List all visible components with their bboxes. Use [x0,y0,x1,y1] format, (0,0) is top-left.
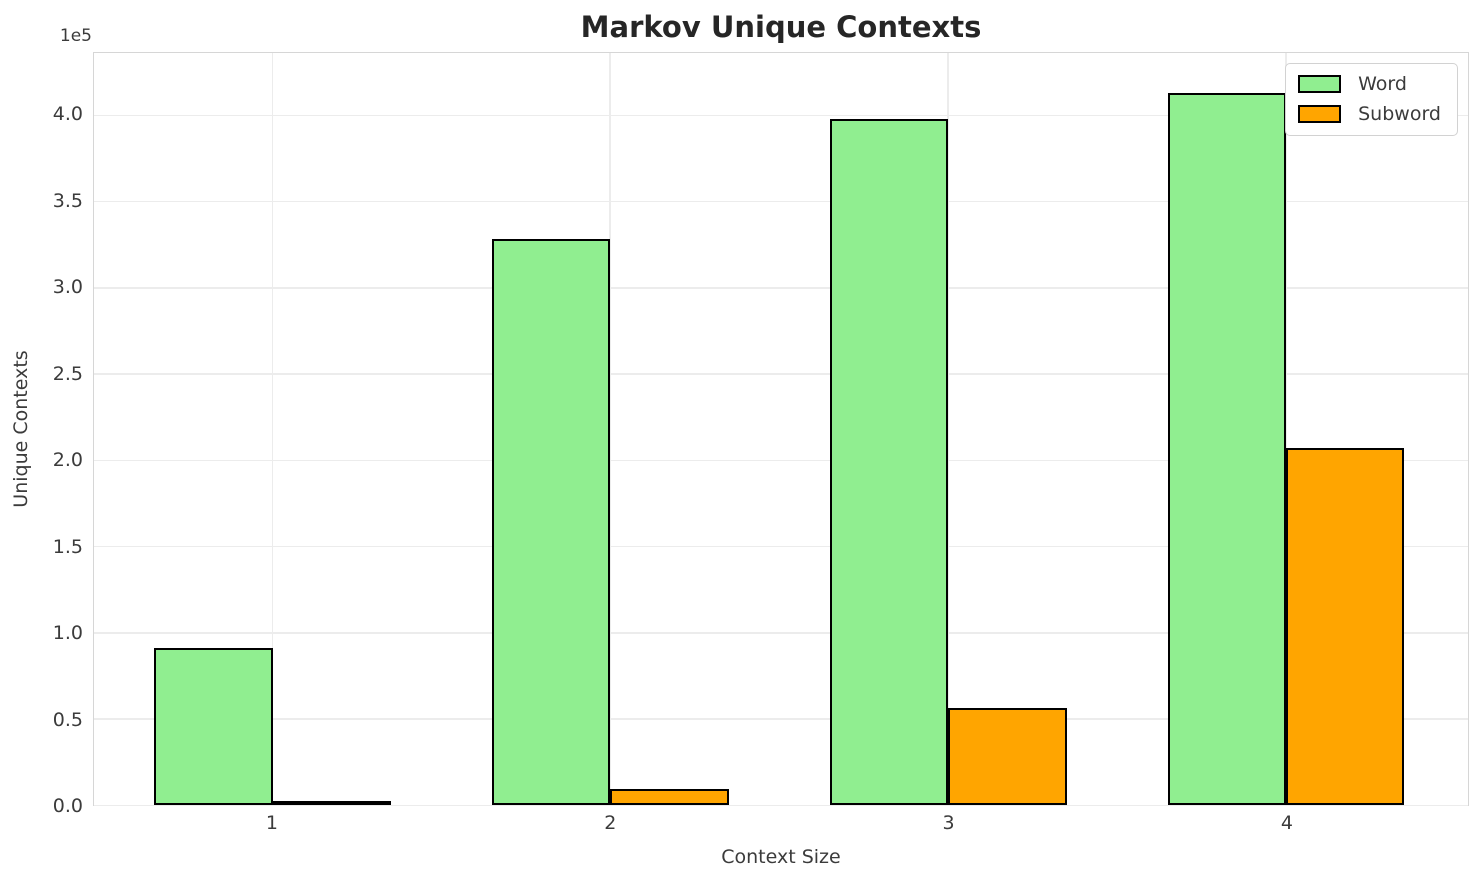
bar-word-4 [1168,92,1287,805]
bar-word-3 [830,118,949,805]
legend-item-subword: Subword [1298,102,1441,125]
bar-word-2 [492,239,611,805]
y-tick-label: 1.0 [52,622,83,645]
y-axis-offset-label: 1e5 [59,26,92,46]
y-gridline [94,373,1468,375]
x-tick-label: 1 [265,812,278,834]
y-gridline [94,632,1468,634]
y-gridline [94,287,1468,289]
bar-subword-2 [610,789,729,805]
bar-word-1 [154,648,273,805]
bar-subword-1 [272,801,391,805]
y-tick-label: 0.5 [52,708,83,731]
x-axis-label: Context Size [721,846,841,868]
y-gridline [94,200,1468,203]
x-tick-label: 3 [942,812,955,834]
y-gridline [94,804,1468,806]
y-tick-label: 2.5 [52,362,83,385]
legend-item-word: Word [1298,74,1441,95]
y-tick-label: 2.0 [52,449,83,472]
bar-subword-3 [948,708,1067,805]
y-tick-label: 0.0 [52,795,83,817]
y-gridline [94,718,1468,720]
y-gridline [94,459,1468,462]
legend-label-subword: Subword [1358,102,1441,125]
y-tick-label: 3.0 [52,276,83,299]
x-tick-label: 2 [604,812,617,834]
chart-title: Markov Unique Contexts [580,10,982,44]
legend-label-word: Word [1358,73,1407,95]
y-tick-label: 1.5 [52,535,83,558]
bar-subword-4 [1286,447,1405,805]
x-tick-label: 4 [1280,812,1293,834]
y-gridline [94,114,1468,117]
legend: Word Subword [1285,63,1458,136]
y-gridline [94,545,1468,548]
legend-swatch-word [1298,75,1342,94]
x-gridline [271,53,274,805]
y-tick-label: 4.0 [52,103,83,126]
y-tick-label: 3.5 [52,189,83,212]
plot-area: Word Subword [93,52,1469,806]
legend-swatch-subword [1298,105,1342,124]
